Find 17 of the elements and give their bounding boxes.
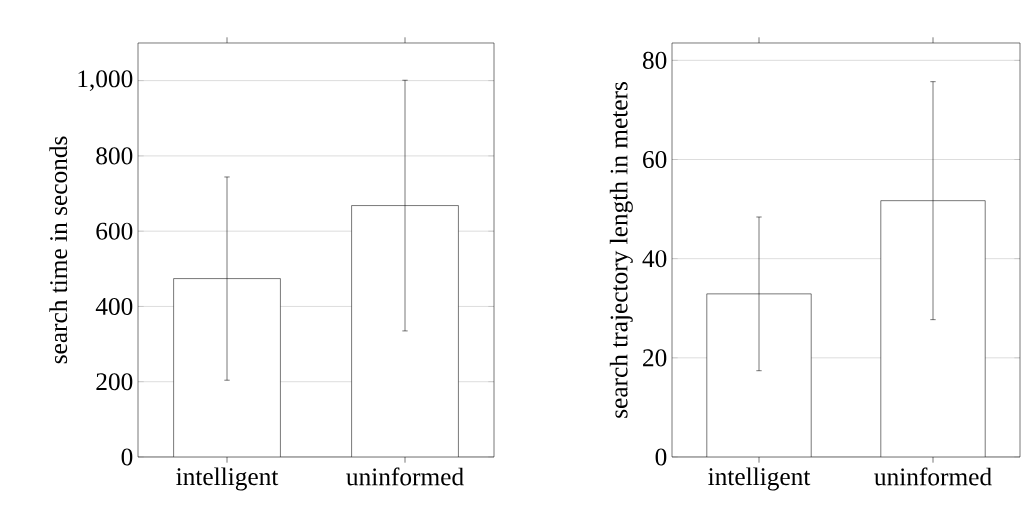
y-axis-title: search time in seconds bbox=[49, 136, 68, 364]
y-tick-label: 80 bbox=[642, 51, 667, 69]
y-tick-label: 20 bbox=[643, 349, 667, 367]
y-tick-label: 0 bbox=[655, 448, 667, 466]
y-tick-label: 60 bbox=[643, 150, 667, 169]
y-tick-label: 0 bbox=[121, 448, 133, 466]
y-tick-label: 400 bbox=[95, 297, 133, 315]
y-tick-label: 1,000 bbox=[78, 70, 133, 91]
x-tick-label: uninformed bbox=[874, 467, 992, 486]
y-tick-label: 200 bbox=[96, 373, 133, 391]
x-tick-label: intelligent bbox=[708, 467, 811, 491]
x-tick-label: intelligent bbox=[176, 467, 279, 491]
y-tick-label: 40 bbox=[642, 250, 667, 268]
x-tick-label: uninformed bbox=[346, 467, 464, 486]
y-tick-label: 800 bbox=[96, 147, 133, 165]
y-axis-title: search trajectory length in meters bbox=[609, 82, 633, 418]
y-tick-label: 600 bbox=[96, 222, 133, 240]
